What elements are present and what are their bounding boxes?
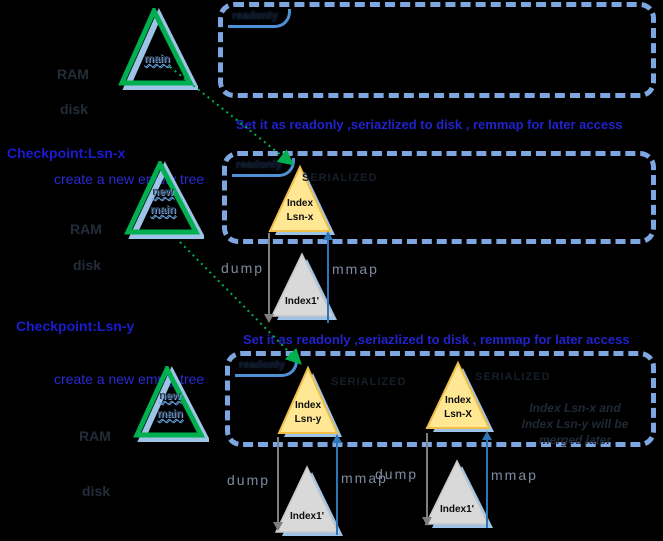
index1-label: Index1' bbox=[284, 296, 320, 307]
triangle-outline-icon bbox=[133, 363, 211, 442]
merge-note-line2: Index Lsn-y will be bbox=[521, 417, 629, 432]
serialized-label-yb: SERIALIZED bbox=[475, 371, 551, 383]
mmap-label-yb: mmap bbox=[491, 467, 538, 483]
disk-label-3: disk bbox=[82, 483, 111, 499]
arrow-head bbox=[264, 314, 274, 323]
checkpoint-y-title: Checkpoint:Lsn-y bbox=[16, 318, 135, 334]
triangle-yellow-icon bbox=[277, 365, 342, 437]
lsn-x-label: Lsn-x bbox=[286, 212, 314, 223]
triangle-yellow-icon bbox=[268, 164, 335, 235]
index-label: Index bbox=[294, 400, 322, 411]
ram-label-2: RAM bbox=[70, 221, 102, 237]
triangle-outline-icon bbox=[118, 5, 200, 90]
serialized-label-ya: SERIALIZED bbox=[331, 376, 407, 388]
mmap-label-ya: mmap bbox=[341, 470, 388, 486]
mmap-arrow-yb bbox=[482, 431, 492, 528]
dump-arrow-yb bbox=[422, 433, 432, 526]
ram-label-1: RAM bbox=[57, 66, 89, 82]
new-main-tree-y: new main bbox=[131, 363, 211, 444]
triangle-outline-icon bbox=[124, 158, 206, 239]
main-label: main bbox=[157, 408, 183, 420]
triangle-yellow-icon bbox=[425, 360, 494, 432]
serialized-label-x: SERIALIZED bbox=[302, 172, 378, 184]
arrow-head bbox=[332, 434, 342, 443]
arrow-head bbox=[422, 517, 432, 526]
mmap-label-x: mmap bbox=[332, 261, 379, 277]
index-label: Index bbox=[286, 198, 314, 209]
serialize-caption-top: Set it as readonly ,seriazlized to disk … bbox=[236, 117, 623, 132]
disk-label-2: disk bbox=[73, 257, 102, 273]
disk-label-1: disk bbox=[60, 101, 89, 117]
index-label: Index bbox=[444, 395, 472, 406]
ram-label-3: RAM bbox=[79, 428, 111, 444]
merge-note-line1: Index Lsn-x and bbox=[529, 401, 621, 415]
mmap-arrow-ya bbox=[332, 434, 342, 535]
readonly-box-top: readonly bbox=[218, 2, 656, 98]
dump-label-ya: dump bbox=[227, 472, 271, 488]
index1-tree-yb: Index1' bbox=[420, 457, 494, 531]
new-label: new bbox=[152, 186, 174, 198]
triangle-gray-icon bbox=[274, 465, 343, 536]
lsn-x2-label: Lsn-X bbox=[444, 409, 472, 420]
serialize-caption-bottom: Set it as readonly ,seriazlized to disk … bbox=[243, 332, 630, 347]
lsn-y-label: Lsn-y bbox=[294, 414, 322, 425]
dump-label-x: dump bbox=[221, 260, 265, 276]
index1-label: Index1' bbox=[289, 511, 325, 522]
merge-note-line3: merged later bbox=[538, 433, 612, 448]
checkpoint-x-title: Checkpoint:Lsn-x bbox=[7, 145, 126, 161]
index1-label: Index1' bbox=[439, 504, 475, 515]
merge-note: Index Lsn-x and Index Lsn-y will be merg… bbox=[500, 400, 650, 449]
index-lsn-x-tree: Index Lsn-x bbox=[264, 164, 336, 238]
new-label: new bbox=[159, 390, 181, 402]
dump-arrow-x bbox=[264, 233, 274, 323]
index-lsn-y-tree: Index Lsn-y bbox=[273, 364, 343, 440]
readonly-tab: readonly bbox=[228, 9, 291, 28]
index1-tree-ya: Index1' bbox=[270, 463, 344, 539]
main-tree-label: main bbox=[144, 53, 170, 65]
dump-arrow-ya bbox=[273, 437, 283, 531]
index-lsn-x2-tree: Index Lsn-X bbox=[421, 359, 495, 435]
arrow-head bbox=[323, 231, 333, 240]
arrow-head bbox=[482, 431, 492, 440]
triangle-gray-icon bbox=[424, 459, 493, 528]
arrow-head bbox=[273, 522, 283, 531]
mmap-arrow-x bbox=[323, 231, 333, 323]
main-label: main bbox=[150, 204, 176, 216]
dump-label-yb: dump bbox=[375, 466, 419, 482]
new-main-tree-x: new main bbox=[122, 158, 206, 241]
main-tree-top: main bbox=[116, 5, 200, 92]
